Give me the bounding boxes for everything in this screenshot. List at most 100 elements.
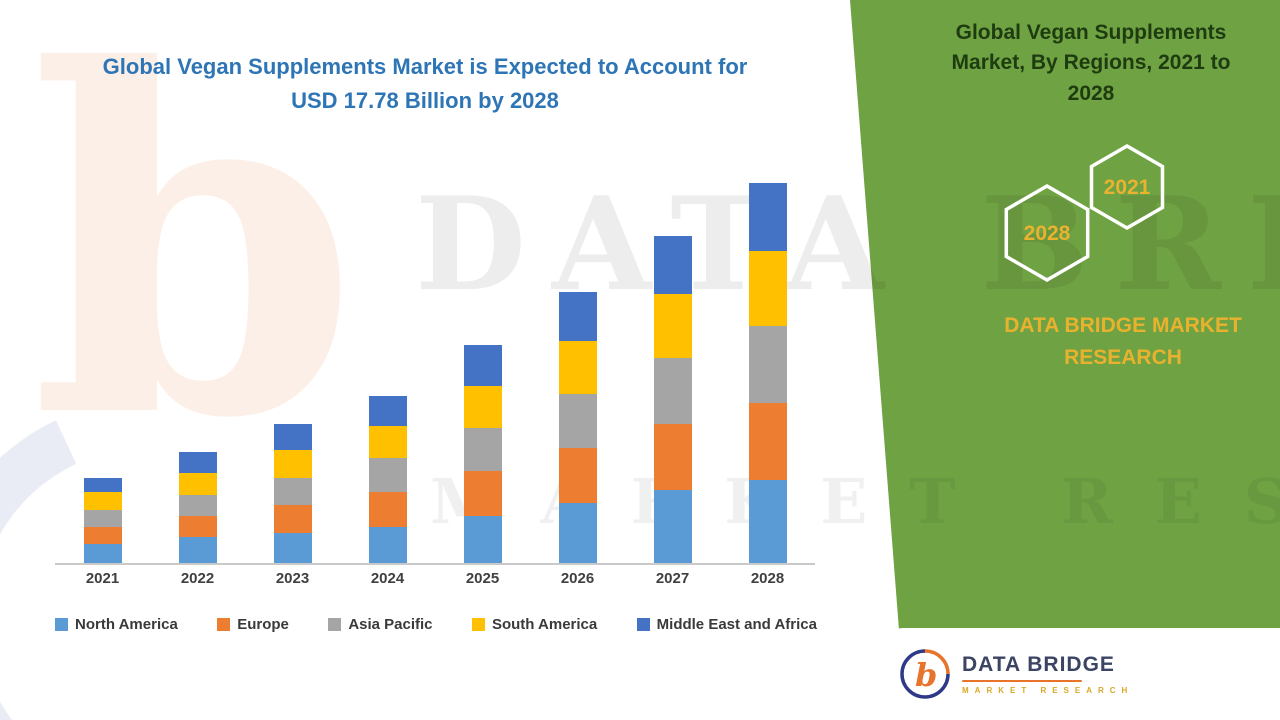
side-panel-title: Global Vegan Supplements Market, By Regi… (951, 21, 1231, 105)
bar-segment-2025-south-america (463, 385, 502, 429)
bar-column-2021 (55, 160, 150, 563)
stacked-bar-2026 (558, 291, 597, 563)
legend-swatch-asia-pacific (328, 618, 342, 631)
bar-segment-2028-north-america (748, 479, 787, 563)
bar-segment-2025-asia-pacific (463, 428, 502, 472)
bar-segment-2022-north-america (178, 537, 217, 563)
footer-brand-name: DATA BRIDGE (962, 653, 1115, 676)
bar-column-2028 (720, 160, 815, 563)
x-axis-label-2026: 2026 (560, 570, 595, 587)
bar-segment-2023-north-america (273, 533, 312, 563)
bar-column-2023 (245, 160, 340, 563)
hexagon-badges: 2028 2021 (1004, 143, 1165, 283)
data-bridge-logo-icon: b (900, 649, 950, 699)
legend-item-south-america: South America (471, 616, 598, 633)
legend-label-europe: Europe (237, 616, 289, 633)
footer-brand-block: DATA BRIDGE MARKET RESEARCH (962, 653, 1133, 695)
bar-column-2025 (435, 160, 530, 563)
bar-column-2026 (530, 160, 625, 563)
chart-headline-line1: Global Vegan Supplements Market is Expec… (102, 54, 748, 79)
bar-segment-2026-south-america (558, 340, 597, 395)
bar-segment-2024-middle-east-and-africa (368, 396, 407, 427)
bar-segment-2028-middle-east-and-africa (748, 183, 787, 251)
bar-segment-2027-europe (653, 424, 692, 491)
plot-area (55, 160, 815, 565)
bar-segment-2024-south-america (368, 426, 407, 459)
bar-segment-2022-middle-east-and-africa (178, 451, 217, 474)
footer-brand-subtitle: MARKET RESEARCH (962, 686, 1134, 695)
stacked-bar-2022 (178, 451, 217, 563)
bar-segment-2023-europe (273, 505, 312, 534)
bar-segment-2028-asia-pacific (748, 325, 787, 403)
legend-item-north-america: North America (55, 616, 178, 633)
footer-card: b DATA BRIDGE MARKET RESEARCH (878, 628, 1280, 720)
hexagon-2028 (1004, 183, 1090, 283)
bar-column-2027 (625, 160, 720, 563)
bar-segment-2023-asia-pacific (273, 477, 312, 506)
x-axis-label-2023: 2023 (275, 570, 310, 587)
svg-text:b: b (915, 656, 937, 694)
hexagon-2021-label: 2021 (1104, 176, 1151, 199)
bar-segment-2022-south-america (178, 473, 217, 495)
bar-column-2022 (150, 160, 245, 563)
stacked-bar-2025 (463, 345, 502, 563)
bar-segment-2027-asia-pacific (653, 357, 692, 425)
bar-column-2024 (340, 160, 435, 563)
bar-segment-2024-north-america (368, 526, 407, 563)
bar-segment-2021-asia-pacific (83, 509, 122, 527)
legend-label-asia-pacific: Asia Pacific (348, 616, 433, 633)
legend-swatch-south-america (471, 618, 485, 631)
hexagon-2021 (1089, 143, 1165, 231)
bar-segment-2023-middle-east-and-africa (273, 424, 312, 450)
footer-brand-rule (962, 680, 1082, 682)
chart-headline-line2: USD 17.78 Billion by 2028 (291, 88, 559, 114)
bar-segment-2026-middle-east-and-africa (558, 291, 597, 341)
bar-segment-2028-europe (748, 402, 787, 480)
x-axis-label-2024: 2024 (370, 570, 405, 587)
bar-segment-2021-middle-east-and-africa (83, 477, 122, 493)
bar-segment-2027-north-america (653, 490, 692, 563)
stacked-bar-2027 (653, 236, 692, 563)
x-axis-label-2021: 2021 (85, 570, 120, 587)
legend-item-asia-pacific: Asia Pacific (328, 616, 433, 633)
x-axis-label-2028: 2028 (750, 570, 785, 587)
chart-headline: Global Vegan Supplements Market is Expec… (55, 50, 795, 118)
legend: North America Europe Asia Pacific South Ame… (55, 616, 817, 633)
watermark-logo-b: b (30, 0, 359, 521)
legend-label-north-america: North America (75, 616, 178, 633)
bar-segment-2025-north-america (463, 515, 502, 563)
bar-segment-2024-europe (368, 492, 407, 527)
stacked-bar-2024 (368, 396, 407, 563)
bar-segment-2026-europe (558, 447, 597, 504)
bar-segment-2023-south-america (273, 449, 312, 478)
bar-segment-2025-middle-east-and-africa (463, 345, 502, 386)
bar-segment-2021-north-america (83, 543, 122, 563)
bar-segment-2027-south-america (653, 293, 692, 358)
bar-segment-2028-south-america (748, 250, 787, 326)
legend-label-south-america: South America (491, 616, 598, 633)
bar-segment-2022-asia-pacific (178, 494, 217, 516)
x-axis-labels: 2021 2022 2023 2024 2025 2026 2027 2028 (55, 570, 815, 587)
stacked-bar-2021 (83, 477, 122, 563)
x-axis-label-2027: 2027 (655, 570, 690, 587)
stacked-bar-2023 (273, 424, 312, 563)
bar-segment-2027-middle-east-and-africa (653, 236, 692, 294)
legend-item-middle-east-and-africa: Middle East and Africa (636, 616, 817, 633)
legend-swatch-europe (217, 618, 231, 631)
x-axis-label-2022: 2022 (180, 570, 215, 587)
hexagon-2028-label: 2028 (1024, 222, 1071, 245)
footer-logo: b DATA BRIDGE MARKET RESEARCH (898, 647, 1133, 701)
bar-segment-2026-north-america (558, 503, 597, 563)
bar-segment-2022-europe (178, 516, 217, 538)
legend-label-middle-east-and-africa: Middle East and Africa (656, 616, 817, 633)
legend-item-europe: Europe (217, 616, 289, 633)
bar-segment-2025-europe (463, 471, 502, 516)
x-axis-label-2025: 2025 (465, 570, 500, 587)
bar-segment-2021-europe (83, 526, 122, 544)
bar-segment-2024-asia-pacific (368, 458, 407, 493)
legend-swatch-middle-east-and-africa (636, 618, 650, 631)
legend-swatch-north-america (55, 618, 68, 631)
stacked-bar-2028 (748, 183, 787, 563)
